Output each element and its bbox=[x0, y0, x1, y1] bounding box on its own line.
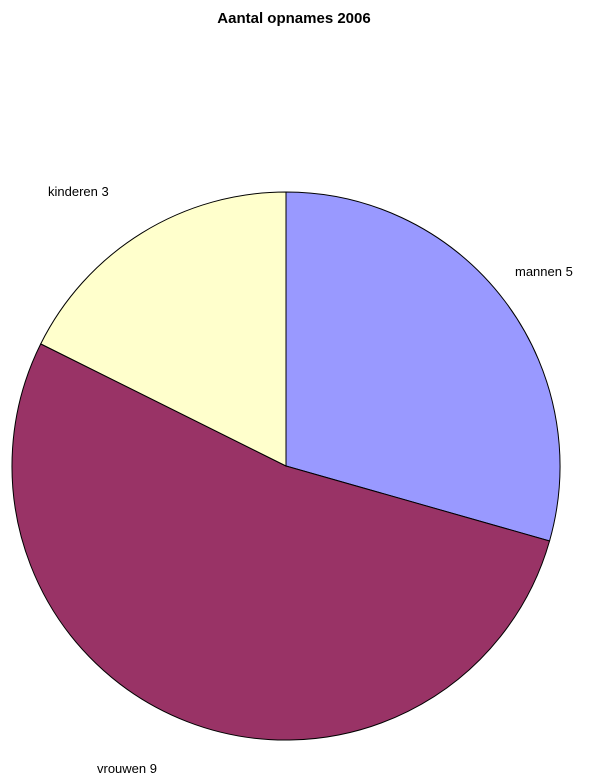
slice-label-mannen: mannen 5 bbox=[515, 264, 573, 279]
pie-slice-vrouwen bbox=[11, 343, 551, 741]
slice-label-kinderen: kinderen 3 bbox=[48, 184, 109, 199]
chart-title: Aantal opnames 2006 bbox=[217, 10, 370, 27]
slice-label-vrouwen: vrouwen 9 bbox=[97, 761, 157, 776]
pie-slice-mannen bbox=[285, 191, 561, 542]
pie-slices bbox=[11, 191, 561, 741]
pie-slice-kinderen bbox=[40, 191, 287, 467]
pie-slice-labels: mannen 5 vrouwen 9 kinderen 3 bbox=[48, 184, 573, 776]
